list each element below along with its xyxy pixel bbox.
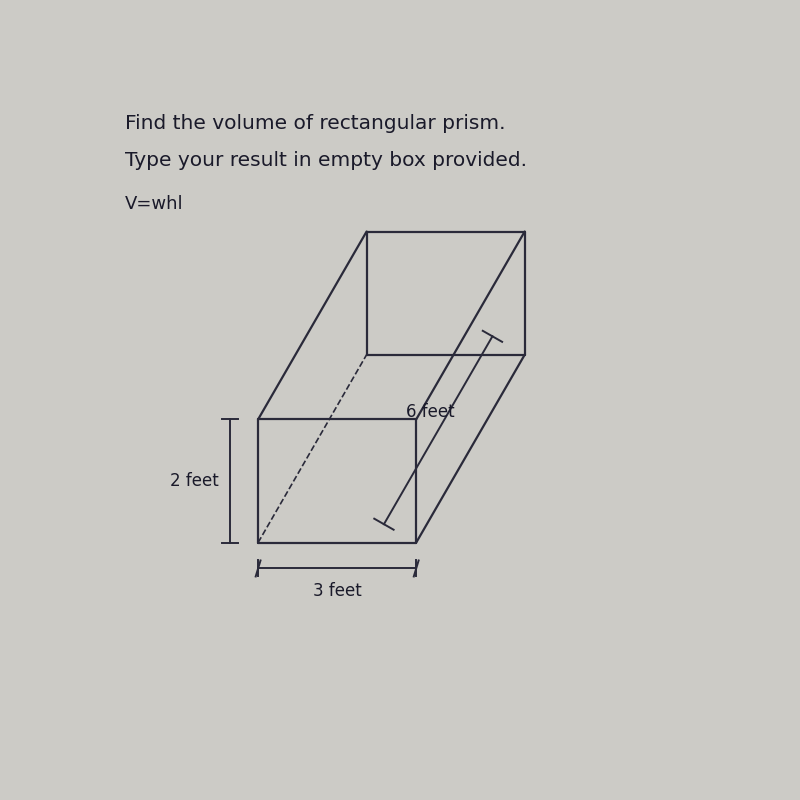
Text: Find the volume of rectangular prism.: Find the volume of rectangular prism. bbox=[125, 114, 506, 134]
Text: 2 feet: 2 feet bbox=[170, 472, 219, 490]
Text: V=whl: V=whl bbox=[125, 194, 183, 213]
Text: 6 feet: 6 feet bbox=[406, 403, 454, 421]
Text: 3 feet: 3 feet bbox=[313, 582, 362, 600]
Text: Type your result in empty box provided.: Type your result in empty box provided. bbox=[125, 151, 526, 170]
